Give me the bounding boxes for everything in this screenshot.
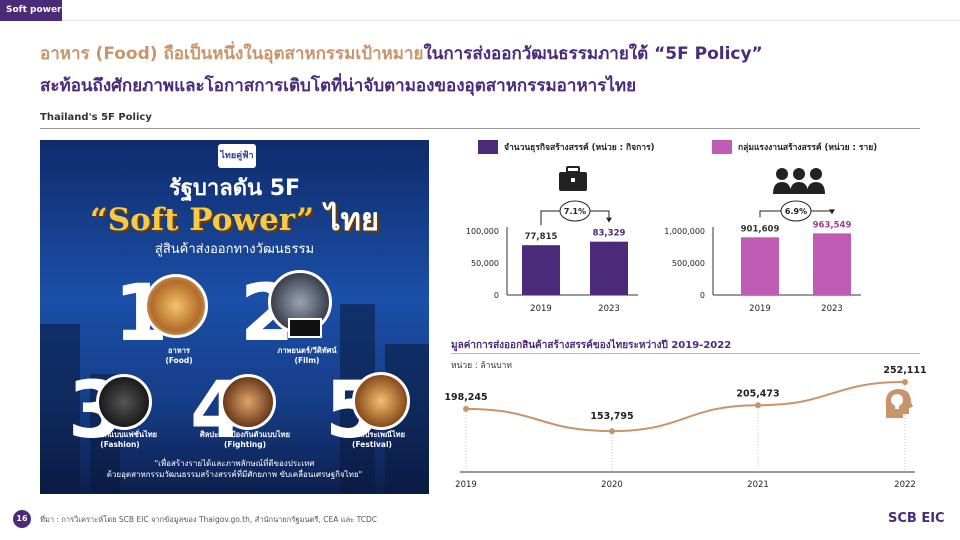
poster-caption-film: ภาพยนตร์/วีดิทัศน์ (Film) xyxy=(262,346,352,366)
caption-en: (Food) xyxy=(165,356,193,365)
legend-label: กลุ่มแรงงานสร้างสรรค์ (หน่วย : ราย) xyxy=(738,143,878,153)
briefcase-icon xyxy=(559,166,587,191)
data-point xyxy=(755,402,761,409)
poster-headline-thai: ไทย xyxy=(324,202,380,238)
section-tab: Soft power xyxy=(0,0,62,21)
line-chart-unit: หน่วย : ล้านบาท xyxy=(451,361,512,371)
poster-title: รัฐบาลดัน 5F xyxy=(168,176,301,201)
headline-line1-part1: อาหาร (Food) ถือเป็นหนึ่งในอุตสาหกรรมเป้… xyxy=(40,44,424,64)
growth-label: 7.1% xyxy=(564,207,586,216)
caption-en: (Film) xyxy=(294,356,320,365)
caption-thai: เทศกาลประเพณีไทย xyxy=(338,430,405,439)
data-label: 252,111 xyxy=(883,365,926,376)
growth-arrow xyxy=(829,209,835,215)
festival-image xyxy=(352,372,410,430)
x-tick-label: 2021 xyxy=(747,480,769,490)
line-chart-exports: 198,245 2019 153,795 2020 205,473 2021 252,111… xyxy=(444,365,926,490)
legend-label: จำนวนธุรกิจสร้างสรรค์ (หน่วย : กิจการ) xyxy=(504,143,655,153)
data-label: 205,473 xyxy=(736,388,779,399)
x-tick-label: 2019 xyxy=(530,304,552,314)
poster-caption-fashion: การออกแบบแฟชั่นไทย (Fashion) xyxy=(70,430,170,450)
data-label: 83,329 xyxy=(593,229,626,239)
growth-arrow xyxy=(606,217,612,223)
y-tick-label: 0 xyxy=(700,291,705,300)
caption-thai: ภาพยนตร์/วีดิทัศน์ xyxy=(277,346,337,355)
caption-thai: อาหาร xyxy=(168,346,190,355)
caption-en: (Fighting) xyxy=(223,440,267,449)
bar xyxy=(813,233,851,295)
top-divider xyxy=(62,20,960,21)
bar xyxy=(590,241,628,295)
x-tick-label: 2022 xyxy=(894,480,916,490)
poster-headline: “Soft Power” ไทย xyxy=(40,194,429,244)
caption-en: (Festival) xyxy=(352,440,392,449)
y-tick-label: 1,000,000 xyxy=(665,227,705,236)
poster-caption-fighting: ศิลปะการป้องกันตัวแบบไทย (Fighting) xyxy=(190,430,300,450)
growth-badge xyxy=(780,200,812,222)
lightbulb-head-icon xyxy=(885,389,913,418)
fashion-image xyxy=(96,374,152,430)
caption-en: (Fashion) xyxy=(100,440,140,449)
poster-caption-food: อาหาร (Food) xyxy=(144,346,214,366)
headline-line1: อาหาร (Food) ถือเป็นหนึ่งในอุตสาหกรรมเป้… xyxy=(40,42,763,66)
data-label: 77,815 xyxy=(525,232,558,242)
food-image xyxy=(144,274,208,338)
x-tick-label: 2023 xyxy=(598,304,620,314)
poster-building xyxy=(40,324,80,494)
bar xyxy=(741,237,779,295)
headline-line1-part2: ในการส่งออกวัฒนธรรมภายใต้ “5F Policy” xyxy=(423,44,763,64)
x-tick-label: 2019 xyxy=(455,480,477,490)
bar-chart-workers: 0 500,000 1,000,000 901,609 2019 963,549 2023 6… xyxy=(665,200,861,314)
y-tick-label: 0 xyxy=(494,291,499,300)
bar xyxy=(522,245,560,295)
data-label: 198,245 xyxy=(444,392,487,403)
line-chart-divider xyxy=(451,353,920,354)
line-chart-title: มูลค่าการส่งออกสินค้าสร้างสรรค์ของไทยระห… xyxy=(451,340,732,351)
soft-power-poster: ไทยคู่ฟ้า รัฐบาลดัน 5F “Soft Power” ไทย … xyxy=(40,140,429,494)
bar-chart-businesses: 0 50,000 100,000 77,815 2019 83,329 2023 7.1% xyxy=(466,200,638,314)
series-line xyxy=(465,380,906,433)
scb-eic-logo: SCB EIC xyxy=(888,511,945,526)
data-label: 901,609 xyxy=(741,224,780,234)
poster-caption-festival: เทศกาลประเพณีไทย (Festival) xyxy=(322,430,422,450)
legend-workers: กลุ่มแรงงานสร้างสรรค์ (หน่วย : ราย) xyxy=(712,140,877,154)
y-tick-label: 50,000 xyxy=(471,259,499,268)
legend-swatch-pink xyxy=(712,140,732,154)
poster-note-line2: ด้วยอุตสาหกรรมวัฒนธรรมสร้างสรรค์ที่มีศัก… xyxy=(106,470,363,479)
page-number: 16 xyxy=(13,510,31,528)
section-label: Thailand's 5F Policy xyxy=(40,112,152,123)
x-tick-label: 2023 xyxy=(821,304,843,314)
legend-businesses: จำนวนธุรกิจสร้างสรรค์ (หน่วย : กิจการ) xyxy=(478,140,655,154)
muay-thai-image xyxy=(220,374,276,430)
poster-note: "เพื่อสร้างรายได้และภาพลักษณ์ที่ดีของประ… xyxy=(40,458,429,480)
y-tick-label: 100,000 xyxy=(466,227,499,236)
section-divider xyxy=(40,128,920,129)
x-tick-label: 2020 xyxy=(601,480,623,490)
caption-thai: การออกแบบแฟชั่นไทย xyxy=(82,430,158,439)
data-label: 963,549 xyxy=(813,220,852,230)
growth-label: 6.9% xyxy=(785,207,807,216)
caption-thai: ศิลปะการป้องกันตัวแบบไทย xyxy=(199,430,291,439)
source-note: ที่มา : การวิเคราะห์โดย SCB EIC จากข้อมู… xyxy=(40,515,377,524)
data-label: 153,795 xyxy=(590,411,633,422)
thaikufa-logo: ไทยคู่ฟ้า xyxy=(218,144,256,168)
x-tick-label: 2019 xyxy=(749,304,771,314)
y-tick-label: 500,000 xyxy=(672,259,705,268)
poster-subtitle: สู่สินค้าส่งออกทางวัฒนธรรม xyxy=(154,242,315,257)
growth-badge xyxy=(559,200,591,222)
headline-line2: สะท้อนถึงศักยภาพและโอกาสการเติบโตที่น่าจ… xyxy=(40,76,637,96)
clapperboard-icon xyxy=(288,318,322,338)
poster-headline-quote: “Soft Power” xyxy=(89,202,315,238)
data-point xyxy=(902,378,908,385)
legend-swatch-purple xyxy=(478,140,498,154)
people-icon xyxy=(773,168,825,194)
poster-note-line1: "เพื่อสร้างรายได้และภาพลักษณ์ที่ดีของประ… xyxy=(154,459,315,468)
